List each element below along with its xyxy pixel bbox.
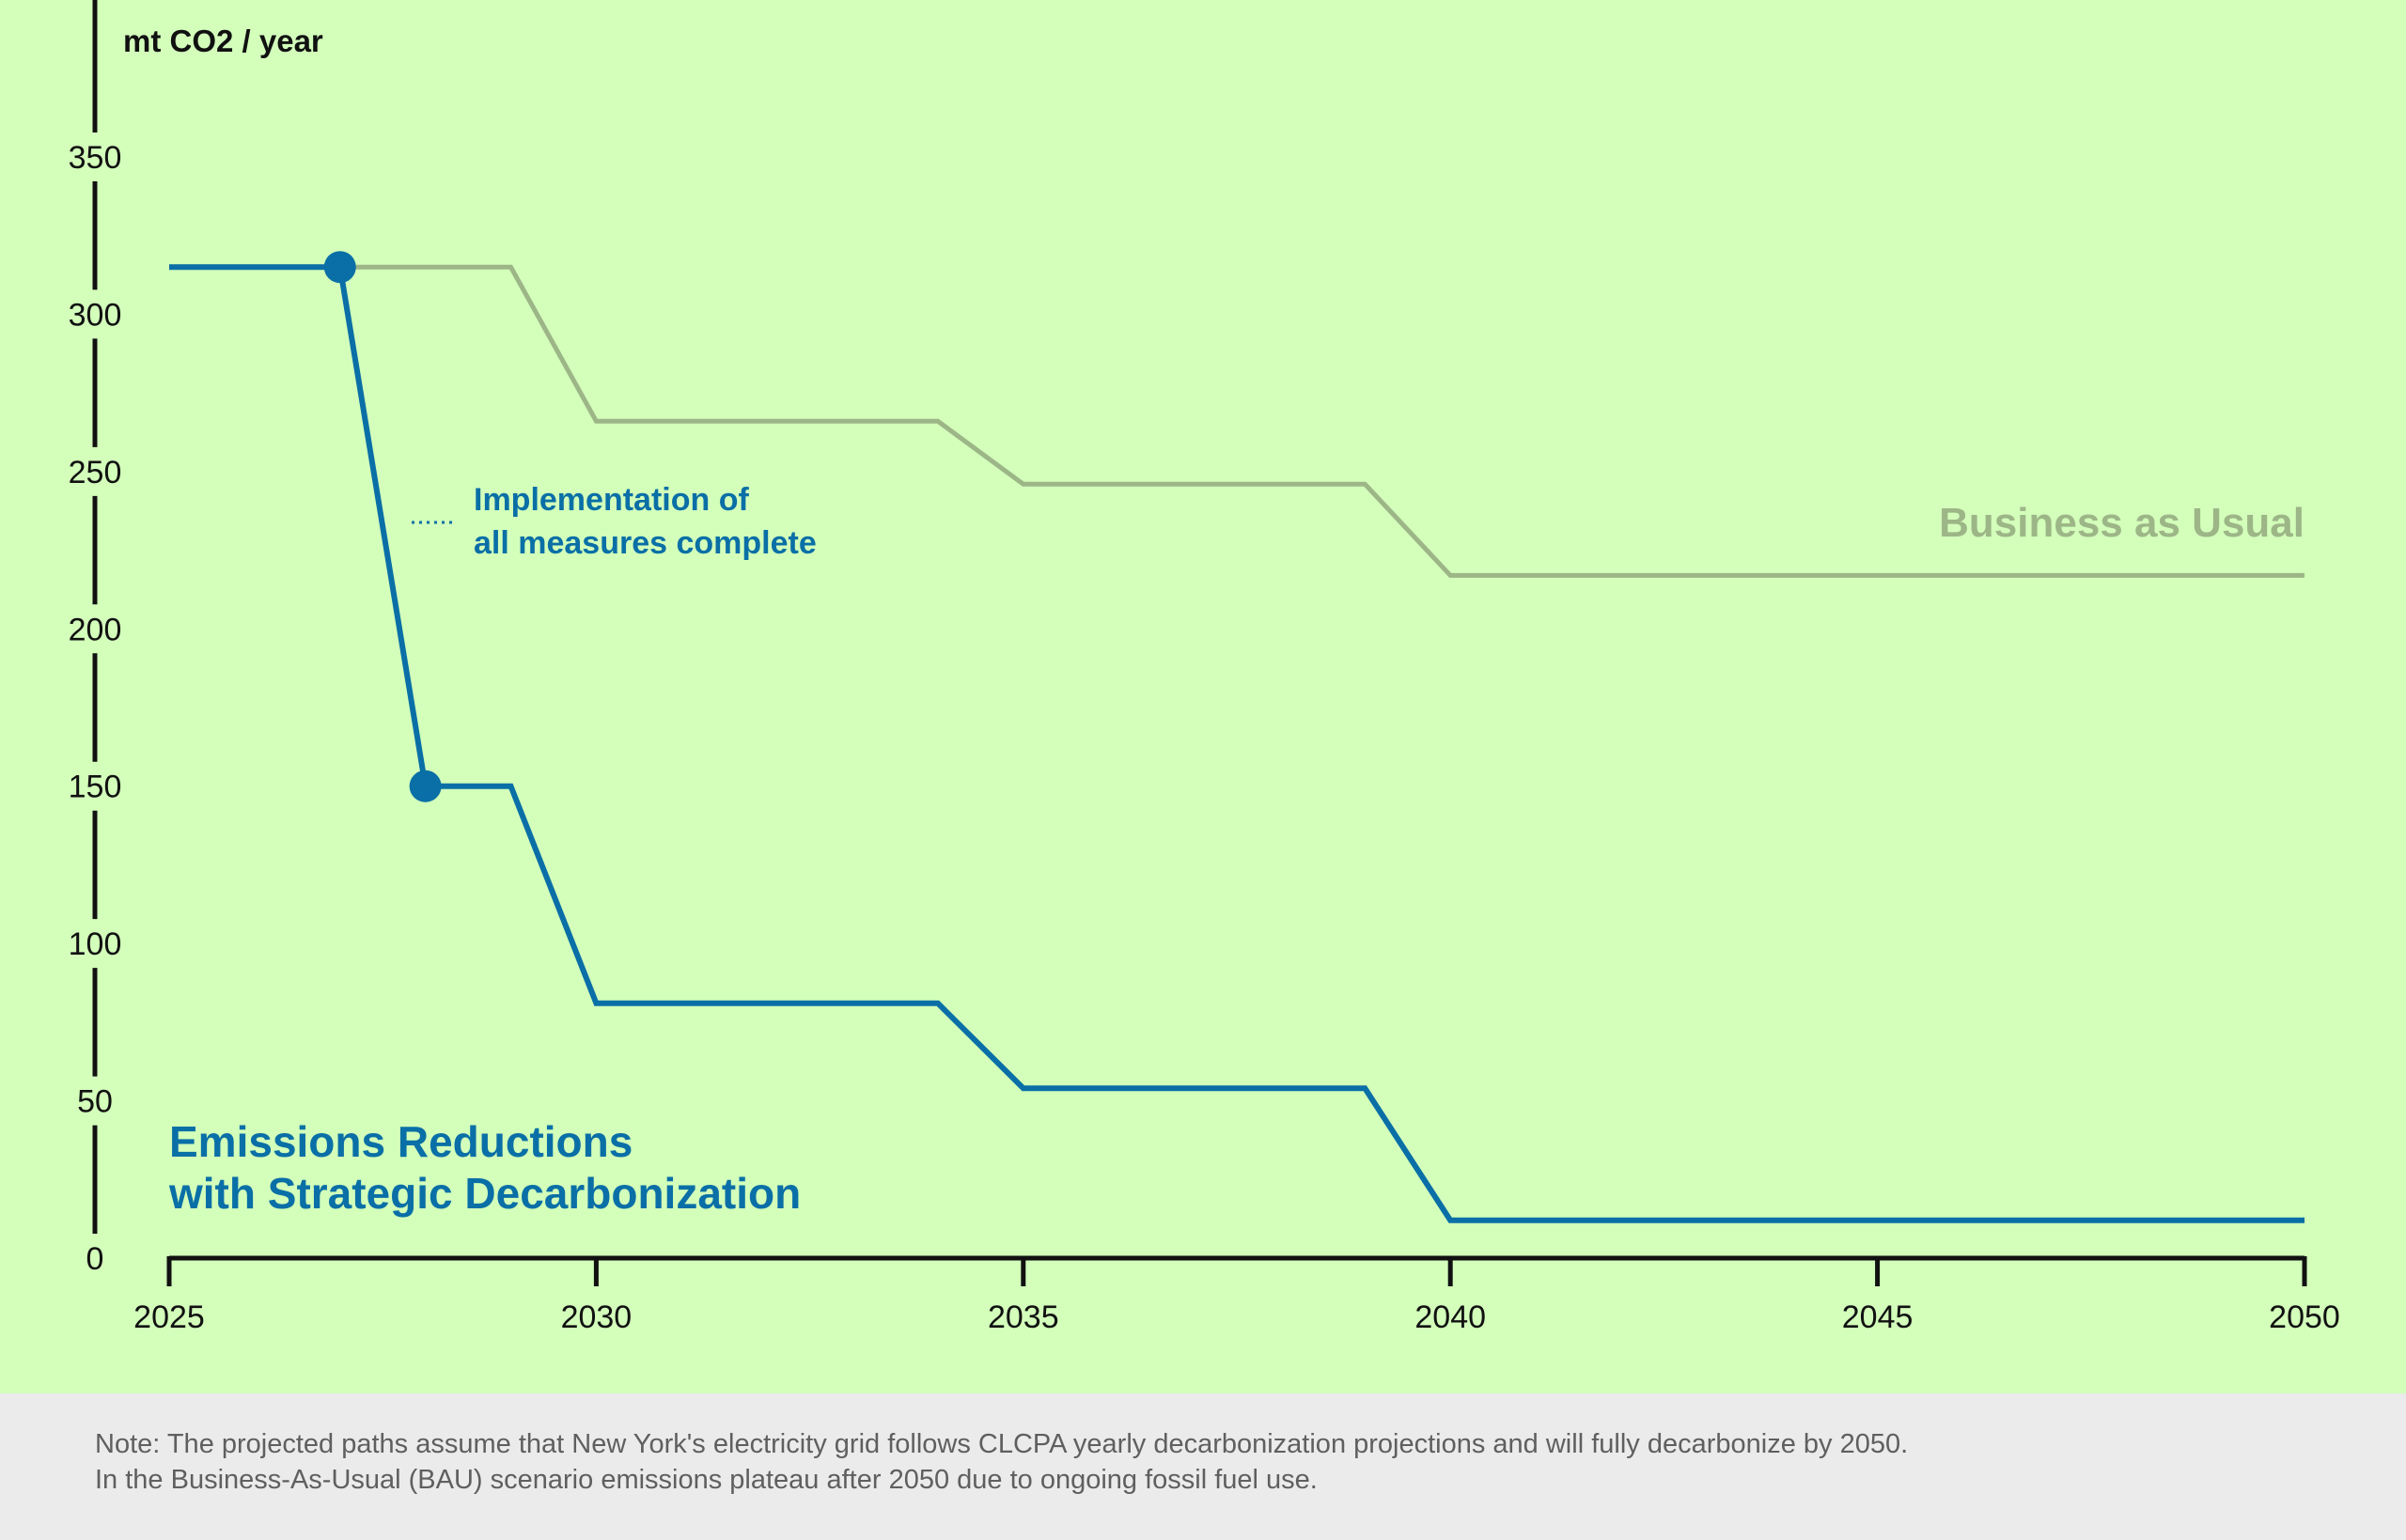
series-line-business-as-usual <box>169 264 2304 578</box>
y-tick-label: 0 <box>86 1241 104 1277</box>
y-tick-label: 250 <box>69 455 122 490</box>
x-tick-label: 2035 <box>988 1299 1059 1335</box>
y-tick-label: 150 <box>69 770 122 805</box>
x-tick-label: 2050 <box>2269 1299 2340 1335</box>
milestone-marker <box>323 251 356 284</box>
annotation-line-1: Implementation of <box>474 482 749 518</box>
series-label-strategic-decarbonization: Emissions Reductions with Strategic Deca… <box>168 1117 801 1218</box>
series-label-sd-line-1: Emissions Reductions <box>169 1117 633 1166</box>
axes: 0 50 100 150 200 250 300 350 2025 2030 2035 2040 204… <box>69 0 2340 1335</box>
series-label-sd-line-2: with Strategic Decarbonization <box>168 1169 801 1218</box>
implementation-annotation: Implementation of all measures complete <box>412 482 817 561</box>
series-layer <box>169 264 2304 1223</box>
y-tick-label: 350 <box>69 140 122 176</box>
emissions-chart: 0 50 100 150 200 250 300 350 2025 2030 2035 2040 204… <box>69 0 2340 1335</box>
x-tick-label: 2040 <box>1414 1299 1486 1335</box>
y-axis-title: mt CO2 / year <box>123 23 323 58</box>
x-tick-label: 2045 <box>1842 1299 1914 1335</box>
series-line-strategic-decarbonization <box>169 264 2304 1223</box>
annotation-line-2: all measures complete <box>474 525 817 561</box>
marker-layer <box>323 251 442 802</box>
footnote-line-2: In the Business-As-Usual (BAU) scenario … <box>95 1465 1318 1495</box>
chart-area: 0 50 100 150 200 250 300 350 2025 2030 2035 2040 204… <box>68 0 2340 1335</box>
y-tick-label: 300 <box>69 297 122 333</box>
milestone-marker <box>409 770 442 802</box>
y-tick-label: 50 <box>77 1084 113 1120</box>
x-tick-label: 2030 <box>561 1299 633 1335</box>
footnote-line-1: Note: The projected paths assume that Ne… <box>95 1429 1909 1459</box>
x-tick-label: 2025 <box>133 1299 205 1335</box>
series-label-business-as-usual: Business as Usual <box>1939 500 2304 546</box>
footnote: Note: The projected paths assume that Ne… <box>0 1393 2406 1540</box>
y-tick-label: 100 <box>69 926 122 962</box>
y-tick-label: 200 <box>69 612 122 647</box>
